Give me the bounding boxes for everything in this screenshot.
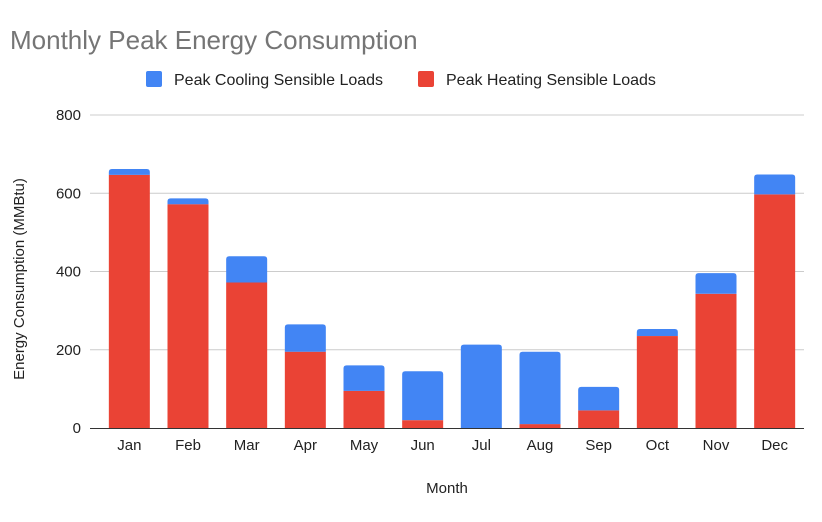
x-tick-label: Jul [472, 437, 491, 454]
bar-feb-series-1 [167, 198, 209, 205]
y-tick-label: 400 [56, 264, 81, 281]
bar-may-series-1 [343, 365, 385, 391]
bar-dec-series-1 [754, 174, 796, 195]
bar-nov-series-1 [695, 273, 737, 294]
bar-jul-series-1 [460, 344, 502, 428]
gridlines [90, 114, 804, 351]
x-tick-label: Aug [527, 437, 554, 454]
y-tick-label: 200 [56, 342, 81, 359]
chart-title: Monthly Peak Energy Consumption [10, 25, 418, 55]
legend-label: Peak Heating Sensible Loads [446, 72, 656, 89]
x-axis-ticks: Jan Feb Mar Apr May Jun Jul Aug Sep Oct Nov Dec [117, 437, 788, 454]
bar-jun-series-0 [402, 420, 444, 428]
bars [108, 168, 796, 428]
legend-swatch [146, 71, 162, 87]
x-axis-title: Month [426, 480, 468, 497]
x-tick-label: Feb [175, 437, 201, 454]
bar-sep-series-0 [578, 410, 620, 428]
y-tick-label: 600 [56, 185, 81, 202]
bar-aug-series-1 [519, 351, 561, 425]
legend-swatch [418, 71, 434, 87]
bar-may-series-0 [343, 390, 385, 428]
bar-oct-series-1 [636, 329, 678, 337]
legend: Peak Cooling Sensible Loads Peak Heating … [146, 71, 656, 89]
x-tick-label: Oct [646, 437, 670, 454]
y-axis-ticks: 0 200 400 600 800 [56, 107, 81, 437]
bar-jan-series-0 [108, 174, 150, 428]
x-tick-label: Apr [294, 437, 317, 454]
x-tick-label: Sep [585, 437, 612, 454]
y-tick-label: 800 [56, 107, 81, 124]
bar-sep-series-1 [578, 386, 620, 411]
bar-aug-series-0 [519, 424, 561, 428]
y-tick-label: 0 [73, 420, 81, 437]
bar-mar-series-1 [226, 256, 268, 283]
bar-apr-series-0 [284, 351, 326, 428]
bar-apr-series-1 [284, 324, 326, 352]
bar-jan-series-1 [108, 168, 150, 175]
x-tick-label: Jun [411, 437, 435, 454]
bar-jun-series-1 [402, 371, 444, 421]
legend-label: Peak Cooling Sensible Loads [174, 72, 383, 89]
x-tick-label: Nov [703, 437, 730, 454]
bar-oct-series-0 [636, 336, 678, 428]
x-tick-label: Mar [234, 437, 260, 454]
y-axis-title: Energy Consumption (MMBtu) [11, 178, 28, 380]
x-tick-label: Dec [761, 437, 788, 454]
bar-mar-series-0 [226, 282, 268, 428]
bar-nov-series-0 [695, 293, 737, 428]
x-tick-label: May [350, 437, 379, 454]
bar-feb-series-0 [167, 204, 209, 428]
bar-dec-series-0 [754, 194, 796, 428]
x-tick-label: Jan [117, 437, 141, 454]
